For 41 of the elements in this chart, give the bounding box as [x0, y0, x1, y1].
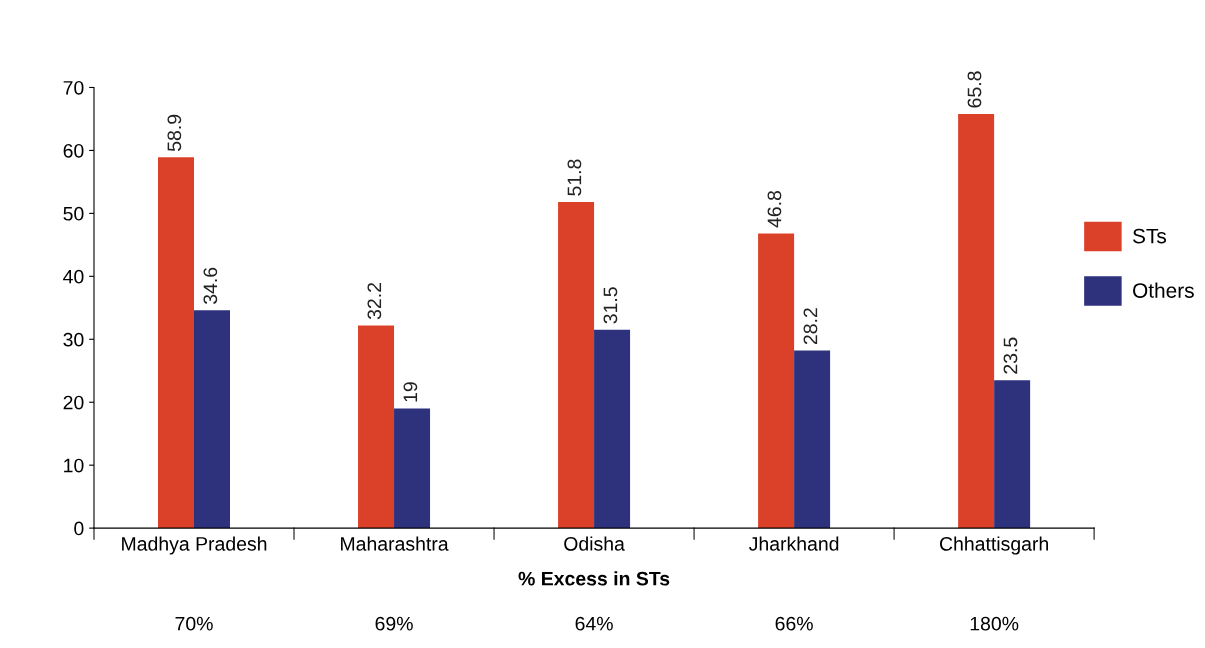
data-label: 31.5 — [603, 287, 618, 324]
x-tick-label: Chhattisgarh — [939, 536, 1048, 555]
text: 180% — [970, 616, 1019, 631]
data-label: 23.5 — [1003, 337, 1018, 374]
bar — [158, 157, 195, 529]
text: 69% — [375, 616, 413, 631]
text: 70% — [175, 616, 213, 631]
legend-label: STs — [1133, 228, 1167, 244]
y-tick-label: 10 — [64, 458, 84, 473]
bar — [994, 380, 1031, 529]
y-tick-label: 50 — [63, 206, 84, 221]
bar — [394, 408, 431, 529]
x-axis-title: % Excess in STs — [518, 571, 670, 586]
data-label: 58.9 — [167, 114, 182, 152]
bar — [794, 350, 831, 529]
y-tick-label: 60 — [63, 143, 84, 158]
bar — [594, 329, 631, 529]
x-tick-label: Maharashtra — [341, 536, 449, 551]
bar — [194, 310, 231, 529]
text: 66% — [775, 616, 813, 631]
data-label: 19 — [403, 382, 418, 402]
y-tick-label: 0 — [74, 521, 84, 536]
data-label: 51.8 — [567, 159, 582, 196]
legend-label: Others — [1133, 282, 1194, 298]
y-tick-label: 70 — [63, 80, 84, 95]
x-tick-label: Jharkhand — [749, 536, 839, 551]
y-tick-label: 40 — [63, 269, 84, 284]
y-tick-label: 20 — [63, 395, 84, 410]
bar — [958, 113, 995, 529]
data-label: 32.2 — [367, 283, 382, 320]
data-label: 65.8 — [967, 71, 982, 108]
x-tick-label: Madhya Pradesh — [122, 536, 267, 555]
x-tick-label: Odisha — [564, 536, 625, 551]
data-label: 28.2 — [803, 308, 818, 345]
bar — [758, 233, 795, 529]
bar — [358, 325, 395, 529]
bar — [558, 202, 595, 529]
data-label: 34.6 — [203, 267, 218, 305]
y-tick-label: 30 — [63, 332, 84, 347]
text: 64% — [575, 616, 613, 631]
data-label: 46.8 — [767, 190, 782, 228]
